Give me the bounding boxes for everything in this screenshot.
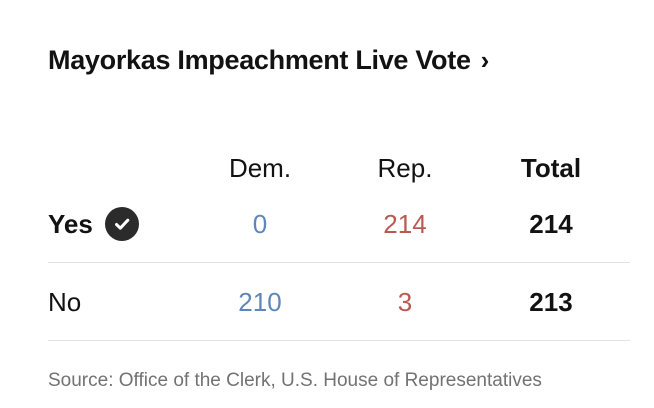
- row-label-no: No: [48, 282, 81, 322]
- row-label-yes: Yes: [48, 204, 139, 244]
- vote-widget: Mayorkas Impeachment Live Vote › Dem. Re…: [48, 40, 630, 391]
- table-row-yes: Yes 0 214 214: [48, 204, 630, 244]
- row-divider: [48, 340, 630, 341]
- table-header: Dem. Rep. Total: [48, 148, 630, 188]
- chevron-right-icon: ›: [480, 45, 490, 75]
- widget-title: Mayorkas Impeachment Live Vote: [48, 45, 471, 75]
- checkmark-circle-icon: [104, 207, 139, 241]
- row-divider: [48, 262, 630, 263]
- cell-no-total: 213: [529, 287, 573, 317]
- column-header-total: Total: [520, 153, 582, 183]
- column-header-rep: Rep.: [377, 153, 433, 183]
- cell-yes-rep: 214: [383, 209, 427, 239]
- column-header-dem: Dem.: [228, 153, 292, 183]
- cell-yes-dem: 0: [252, 209, 268, 239]
- cell-no-rep: 3: [397, 287, 413, 317]
- table-row-no: No 210 3 213: [48, 282, 630, 322]
- source-note: Source: Office of the Clerk, U.S. House …: [48, 370, 542, 391]
- row-label-no-text: No: [48, 287, 82, 317]
- cell-yes-total: 214: [529, 209, 573, 239]
- row-label-yes-text: Yes: [48, 209, 93, 239]
- title-link[interactable]: Mayorkas Impeachment Live Vote ›: [48, 40, 489, 80]
- cell-no-dem: 210: [238, 287, 282, 317]
